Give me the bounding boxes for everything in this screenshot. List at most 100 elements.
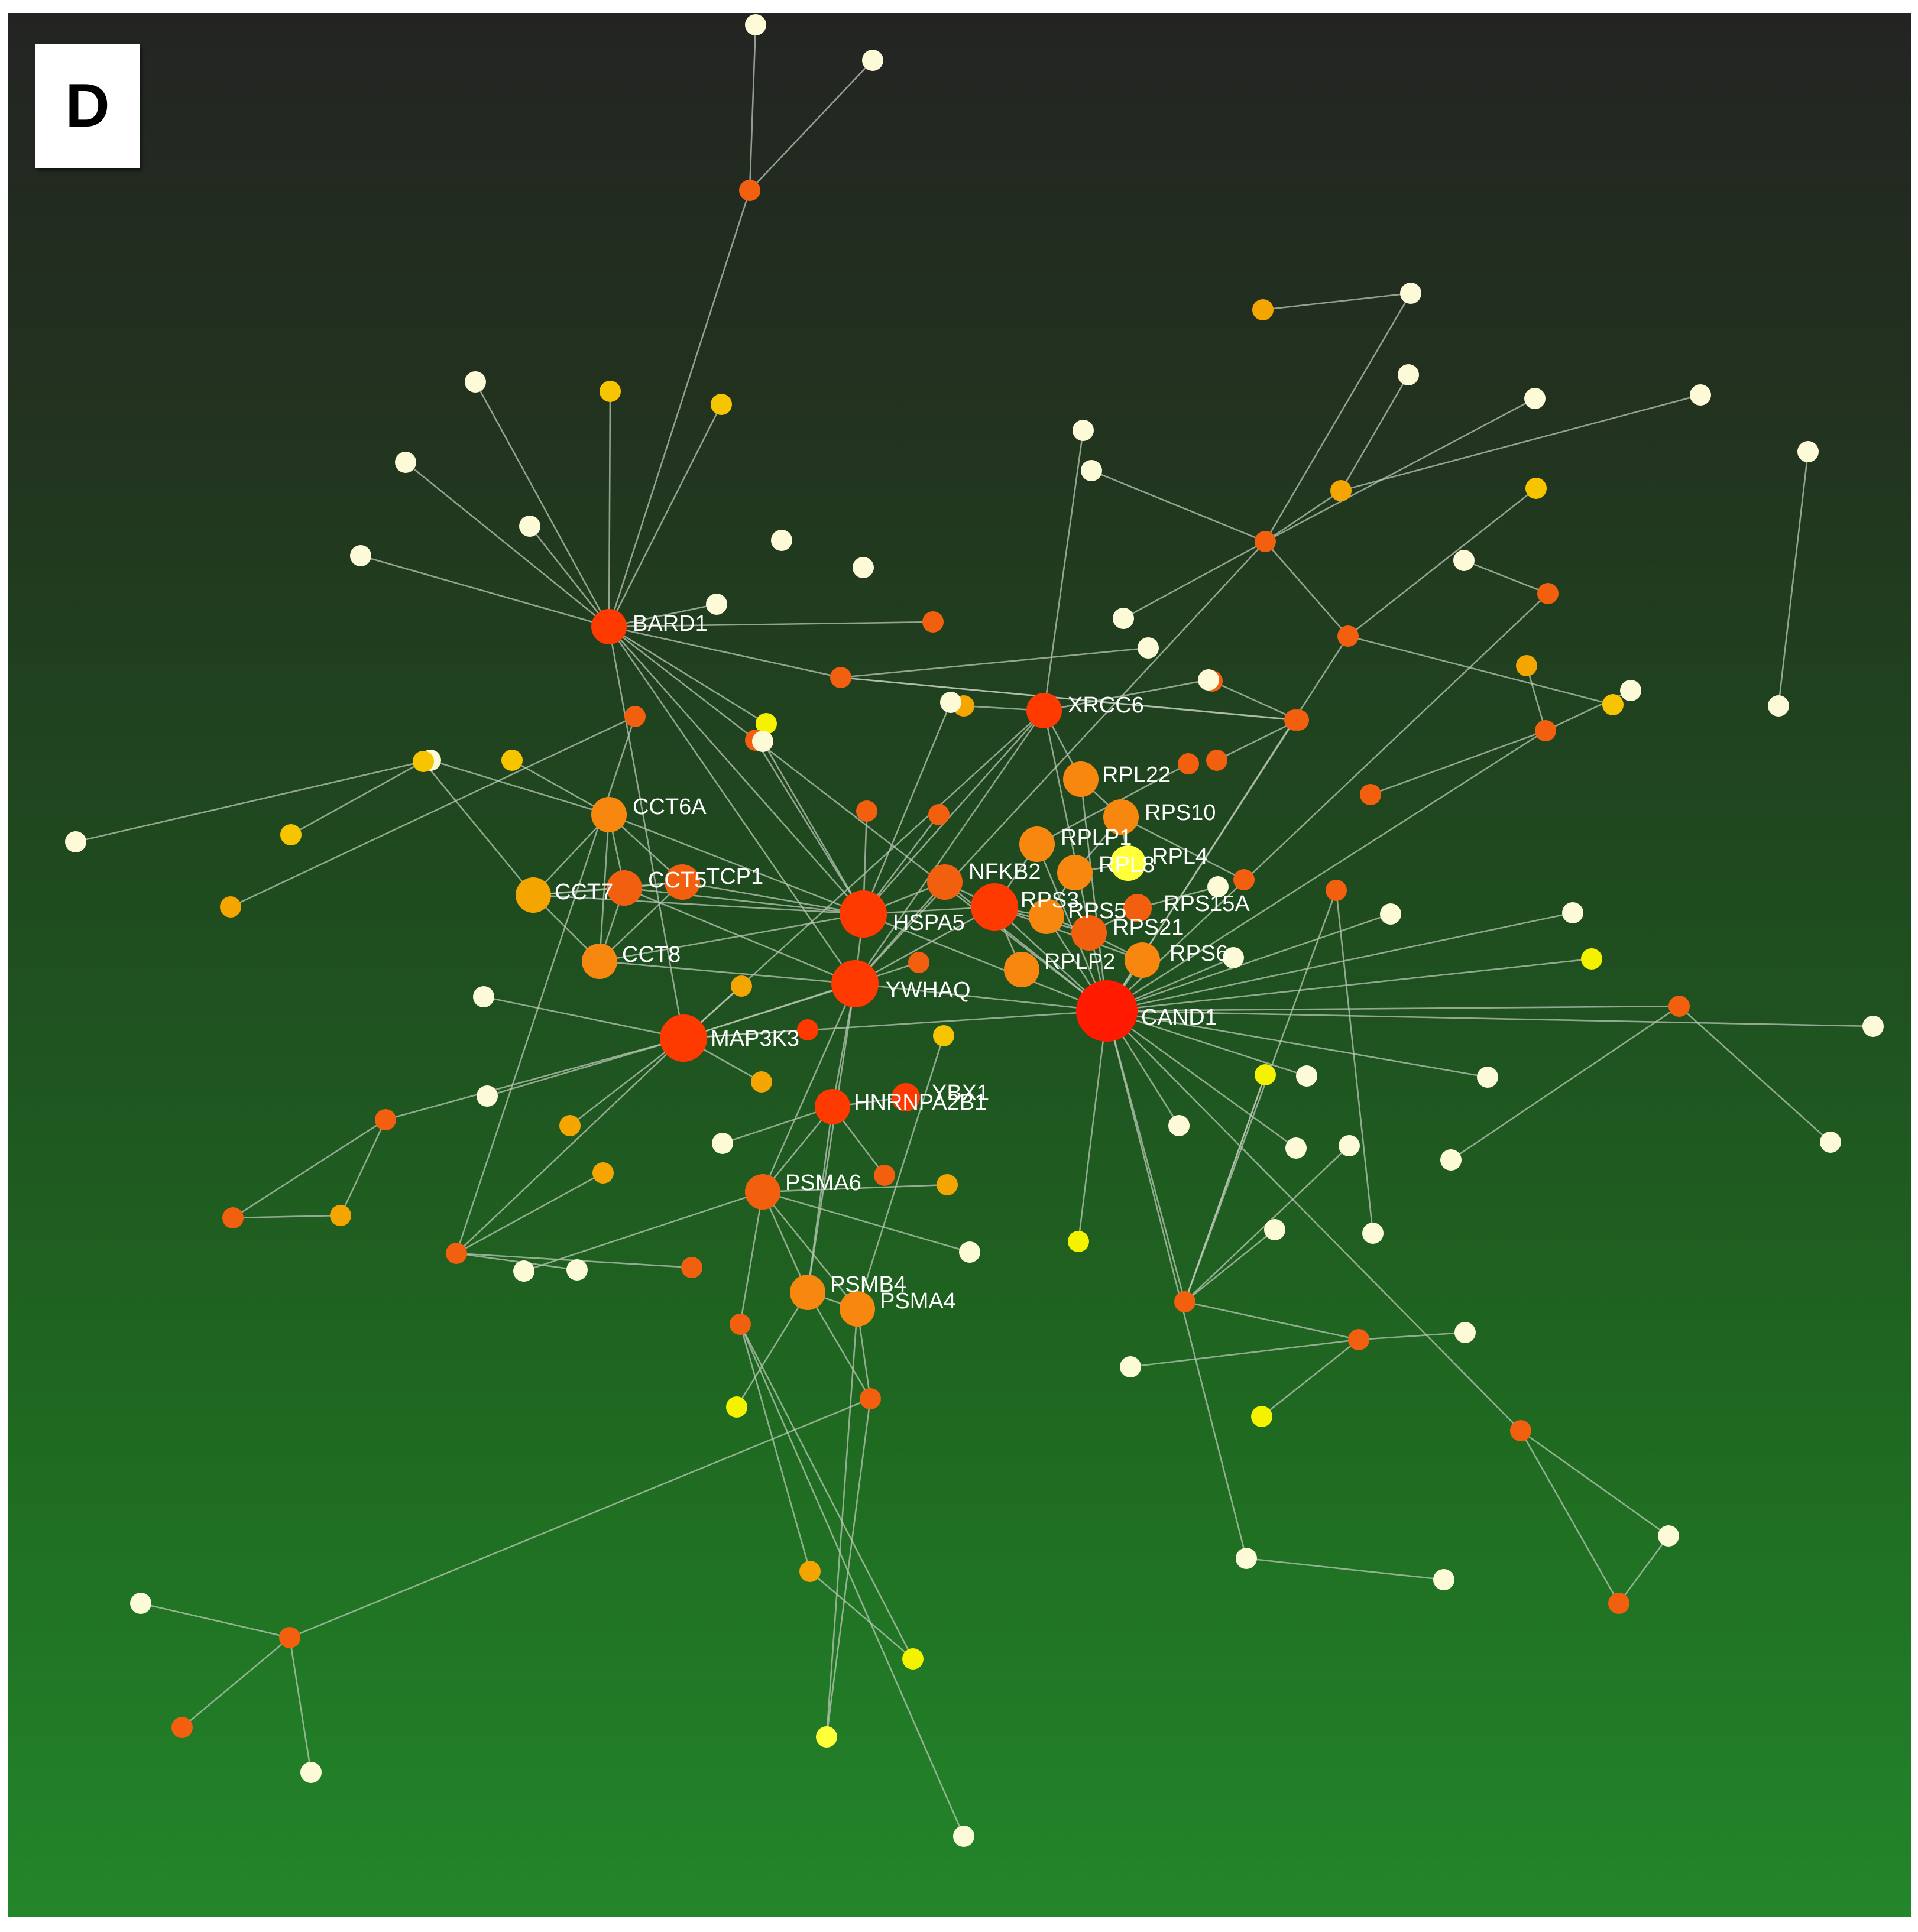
node-unlabeled-u74: [1433, 1569, 1454, 1590]
node-unlabeled-u79: [928, 804, 950, 825]
label-tcp1: TCP1: [706, 864, 763, 889]
edge-cand1-u57: [1077, 1010, 1108, 1242]
node-unlabeled-u3: [739, 180, 760, 201]
node-unlabeled-u89: [477, 1085, 498, 1107]
node-unlabeled-u82: [413, 751, 434, 772]
edge-bard1-u6: [608, 404, 723, 627]
edge-xrcc6-u42: [1044, 679, 1209, 712]
node-unlabeled-u84: [280, 824, 302, 845]
edge-ywhaq-psmb4: [806, 983, 856, 1293]
node-unlabeled-u39: [1206, 750, 1227, 771]
edge-psma6-psma4: [762, 1191, 858, 1309]
node-unlabeled-u61: [1255, 1064, 1276, 1085]
edge-u114-u115: [140, 1602, 290, 1639]
edge-u88-u93: [232, 1119, 386, 1219]
edge-u71-u72: [1618, 1535, 1670, 1604]
edge-u97-u98: [456, 1172, 604, 1254]
edge-hspa5-u75: [862, 702, 952, 915]
edge-cct6a-u80: [511, 759, 610, 816]
edge-u30-u33: [1370, 730, 1546, 796]
node-unlabeled-u87: [731, 975, 752, 997]
node-unlabeled-u83: [65, 831, 86, 852]
edge-layer: [75, 24, 1874, 1837]
node-unlabeled-u58: [1440, 1149, 1462, 1171]
edge-hnrnpa2b1-psma6: [762, 1106, 834, 1192]
edge-cand1-u53: [1106, 958, 1592, 1012]
node-rps5: [1029, 899, 1064, 934]
node-map3k3: [660, 1014, 707, 1062]
node-unlabeled-u72: [1608, 1593, 1629, 1614]
node-unlabeled-u70: [1510, 1420, 1531, 1441]
node-unlabeled-u95: [624, 706, 646, 727]
node-unlabeled-u102: [712, 1133, 733, 1154]
node-cct7: [516, 877, 551, 913]
edge-u56-u64: [1184, 1228, 1275, 1303]
edge-u114-u117: [289, 1637, 312, 1773]
node-unlabeled-u15: [1330, 480, 1352, 501]
node-unlabeled-u19: [1081, 460, 1102, 481]
edge-u105-u113: [739, 1324, 811, 1572]
edge-hnrnpa2b1-psmb4: [806, 1106, 834, 1293]
node-rps21: [1071, 915, 1107, 951]
edge-psma4-u110: [856, 1035, 945, 1309]
node-unlabeled-u94: [330, 1205, 351, 1226]
node-rpl22: [1063, 761, 1099, 797]
node-unlabeled-u27: [1768, 695, 1789, 717]
node-unlabeled-u45: [1178, 753, 1199, 774]
node-unlabeled-u105: [730, 1314, 751, 1335]
edge-u63-u69: [1335, 890, 1374, 1234]
edge-u28-cand1: [1106, 593, 1548, 1012]
node-unlabeled-u16: [1400, 283, 1421, 304]
node-unlabeled-u60: [1285, 1137, 1307, 1159]
edge-u31-u36: [840, 676, 1299, 721]
node-unlabeled-u17: [1398, 364, 1419, 385]
node-unlabeled-u14: [1255, 531, 1276, 552]
edge-ywhaq-psma6: [762, 983, 856, 1192]
edge-cct6a-cct7: [533, 814, 610, 896]
edge-u56-u63: [1184, 890, 1337, 1302]
node-unlabeled-u64: [1264, 1219, 1285, 1240]
edge-hspa5-cct5: [624, 887, 864, 915]
node-cand1: [1076, 980, 1138, 1042]
edge-u56-u65: [1184, 1301, 1359, 1341]
node-unlabeled-u91: [473, 986, 494, 1007]
node-unlabeled-u55: [1820, 1132, 1841, 1153]
label-bard1: BARD1: [633, 611, 708, 636]
node-unlabeled-u116: [171, 1717, 193, 1738]
node-unlabeled-u109: [816, 1726, 837, 1748]
node-unlabeled-u25: [1690, 384, 1711, 406]
edge-u65-u68: [1130, 1338, 1359, 1368]
label-xrcc6: XRCC6: [1068, 693, 1144, 718]
node-unlabeled-u53: [1581, 948, 1602, 970]
node-unlabeled-u117: [300, 1762, 322, 1783]
node-unlabeled-u101: [874, 1165, 895, 1186]
node-unlabeled-u43: [1233, 869, 1255, 890]
label-cand1: CAND1: [1141, 1005, 1217, 1030]
edge-hspa5-cct6a: [608, 813, 864, 915]
edge-u82-u84: [290, 760, 424, 836]
edge-u52-u55: [1679, 1006, 1831, 1143]
label-hspa5: HSPA5: [893, 910, 965, 935]
node-unlabeled-u75: [940, 692, 961, 713]
label-cct6a: CCT6A: [633, 795, 707, 819]
edge-u65-u67: [1358, 1331, 1466, 1341]
edge-xrcc6-ywhaq: [854, 710, 1045, 984]
edge-u52-u58: [1450, 1005, 1680, 1161]
node-unlabeled-u99: [566, 1259, 588, 1281]
node-unlabeled-u10: [706, 594, 727, 615]
node-unlabeled-u104: [937, 1174, 958, 1195]
node-unlabeled-u54: [1862, 1016, 1884, 1037]
node-unlabeled-u103: [513, 1260, 534, 1282]
edge-u61-u56: [1184, 1074, 1266, 1302]
node-unlabeled-u11: [853, 557, 874, 578]
label-rpl8: RPL8: [1099, 852, 1155, 877]
node-unlabeled-u24: [1113, 608, 1134, 629]
edge-cand1-ywhaq: [854, 983, 1107, 1012]
node-rps3: [971, 883, 1018, 931]
node-unlabeled-u108: [860, 1388, 881, 1409]
node-unlabeled-u36: [1288, 709, 1309, 731]
edge-map3k3-u89: [487, 1037, 684, 1097]
edge-hspa5-u78: [762, 741, 864, 915]
node-unlabeled-u62: [1339, 1135, 1360, 1156]
node-unlabeled-u111: [902, 1648, 924, 1670]
